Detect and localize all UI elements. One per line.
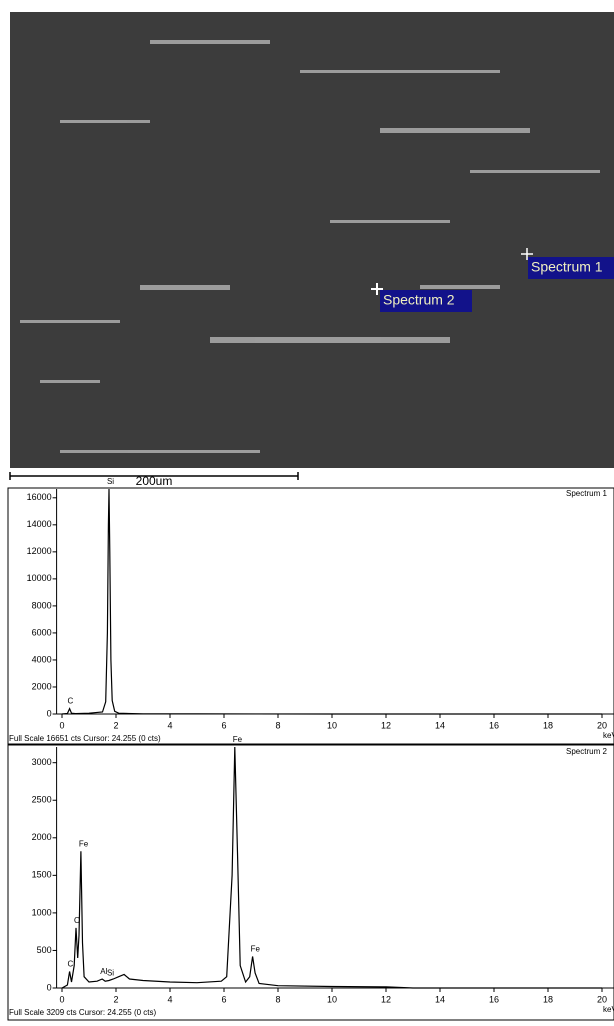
x-tick-label: 4 xyxy=(167,994,172,1004)
y-tick-label: 8000 xyxy=(32,600,52,610)
y-tick-label: 2000 xyxy=(32,681,52,691)
marker-2: Spectrum 2 xyxy=(371,283,472,312)
peak-label: Fe xyxy=(233,735,243,744)
x-tick-label: 20 xyxy=(597,720,607,730)
footer: Full Scale 16651 cts Cursor: 24.255 (0 c… xyxy=(9,734,161,743)
chart-title: Spectrum 2 xyxy=(566,747,607,756)
x-tick-label: 12 xyxy=(381,994,391,1004)
peak-label: O xyxy=(74,916,80,925)
x-tick-label: 18 xyxy=(543,994,553,1004)
y-tick-label: 6000 xyxy=(32,627,52,637)
marker-label: Spectrum 1 xyxy=(531,259,603,275)
y-tick-label: 3000 xyxy=(32,757,52,767)
peak-label: C xyxy=(68,697,74,706)
y-tick-label: 1500 xyxy=(32,870,52,880)
spectrum-line xyxy=(61,746,602,989)
x-tick-label: 6 xyxy=(221,720,226,730)
y-tick-label: 14000 xyxy=(27,519,52,529)
marker-1: Spectrum 1 xyxy=(521,248,614,279)
y-tick-label: 10000 xyxy=(27,573,52,583)
y-tick-label: 0 xyxy=(47,982,52,992)
y-tick-label: 4000 xyxy=(32,654,52,664)
x-tick-label: 6 xyxy=(221,994,226,1004)
x-tick-label: 0 xyxy=(59,994,64,1004)
x-axis-label: keV xyxy=(603,1005,614,1014)
x-tick-label: 8 xyxy=(275,720,280,730)
x-tick-label: 2 xyxy=(113,994,118,1004)
y-tick-label: 2000 xyxy=(32,832,52,842)
x-tick-label: 10 xyxy=(327,720,337,730)
x-tick-label: 18 xyxy=(543,720,553,730)
x-tick-label: 16 xyxy=(489,720,499,730)
x-tick-label: 4 xyxy=(167,720,172,730)
y-tick-label: 1000 xyxy=(32,907,52,917)
y-tick-label: 2500 xyxy=(32,795,52,805)
peak-label: C xyxy=(68,960,74,969)
x-tick-label: 2 xyxy=(113,720,118,730)
chart-frame xyxy=(7,744,614,1021)
x-axis-label: keV xyxy=(603,731,614,740)
peak-label: Fe xyxy=(79,839,89,848)
marker-label: Spectrum 2 xyxy=(383,292,455,308)
chart-frame xyxy=(7,487,614,745)
x-tick-label: 16 xyxy=(489,994,499,1004)
x-tick-label: 12 xyxy=(381,720,391,730)
y-tick-label: 0 xyxy=(47,708,52,718)
peak-label: Si xyxy=(107,477,114,486)
peak-label: Si xyxy=(107,969,114,978)
spectrum-line xyxy=(61,488,602,715)
y-tick-label: 500 xyxy=(37,945,52,955)
y-tick-label: 12000 xyxy=(27,546,52,556)
scale-bar xyxy=(9,472,299,480)
x-tick-label: 14 xyxy=(435,720,445,730)
x-tick-label: 8 xyxy=(275,994,280,1004)
x-tick-label: 10 xyxy=(327,994,337,1004)
x-tick-label: 0 xyxy=(59,720,64,730)
footer: Full Scale 3209 cts Cursor: 24.255 (0 ct… xyxy=(9,1008,157,1017)
scale-bar-label: 200um xyxy=(136,474,173,488)
x-tick-label: 14 xyxy=(435,994,445,1004)
sem-texture xyxy=(20,40,600,453)
x-tick-label: 20 xyxy=(597,994,607,1004)
sem-image xyxy=(10,12,614,468)
peak-label: Al xyxy=(100,967,107,976)
peak-label: Fe xyxy=(251,945,261,954)
chart-title: Spectrum 1 xyxy=(566,489,607,498)
y-tick-label: 16000 xyxy=(27,492,52,502)
